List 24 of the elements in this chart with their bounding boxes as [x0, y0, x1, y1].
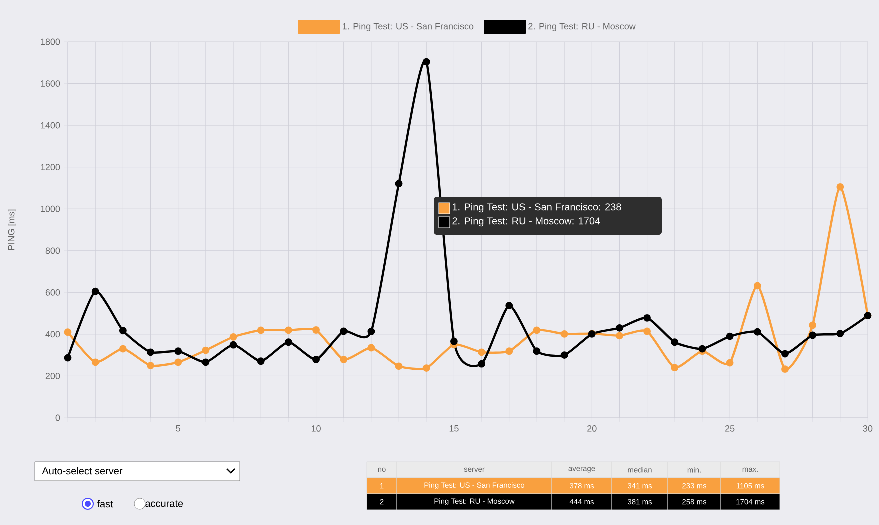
y-tick-label: 1200	[41, 164, 60, 171]
x-tick-label: 20	[588, 426, 597, 432]
annotation: 1. Ping Test: US - San Francisco: 238	[452, 203, 622, 213]
y-tick-label: 200	[46, 373, 60, 380]
x-tick-label: 10	[312, 426, 321, 432]
x-tick-label: 15	[450, 426, 459, 432]
text: Auto-select server	[42, 467, 123, 475]
y-tick-label: 1400	[41, 122, 60, 129]
x-tick-label: 5	[176, 426, 180, 432]
x-tick-label: 30	[863, 426, 873, 432]
legend-label: 2. Ping Test: RU - Moscow	[528, 23, 636, 32]
x-tick-label: 25	[726, 426, 735, 432]
y-tick-label: 800	[46, 248, 60, 254]
y-tick-label: 1800	[41, 38, 60, 46]
y-tick-label: 1000	[41, 206, 60, 212]
y-tick-label: 400	[46, 331, 60, 338]
text: fast	[97, 500, 114, 508]
text: accurate	[146, 500, 184, 508]
legend-label: 1. Ping Test: US - San Francisco	[342, 23, 474, 32]
annotation: 2. Ping Test: RU - Moscow: 1704	[452, 217, 600, 227]
y-tick-label: 600	[46, 289, 60, 296]
y-tick-label: 1600	[41, 80, 60, 87]
y-axis-title: PING [ms]	[8, 210, 16, 250]
y-tick-label: 0	[56, 414, 60, 422]
